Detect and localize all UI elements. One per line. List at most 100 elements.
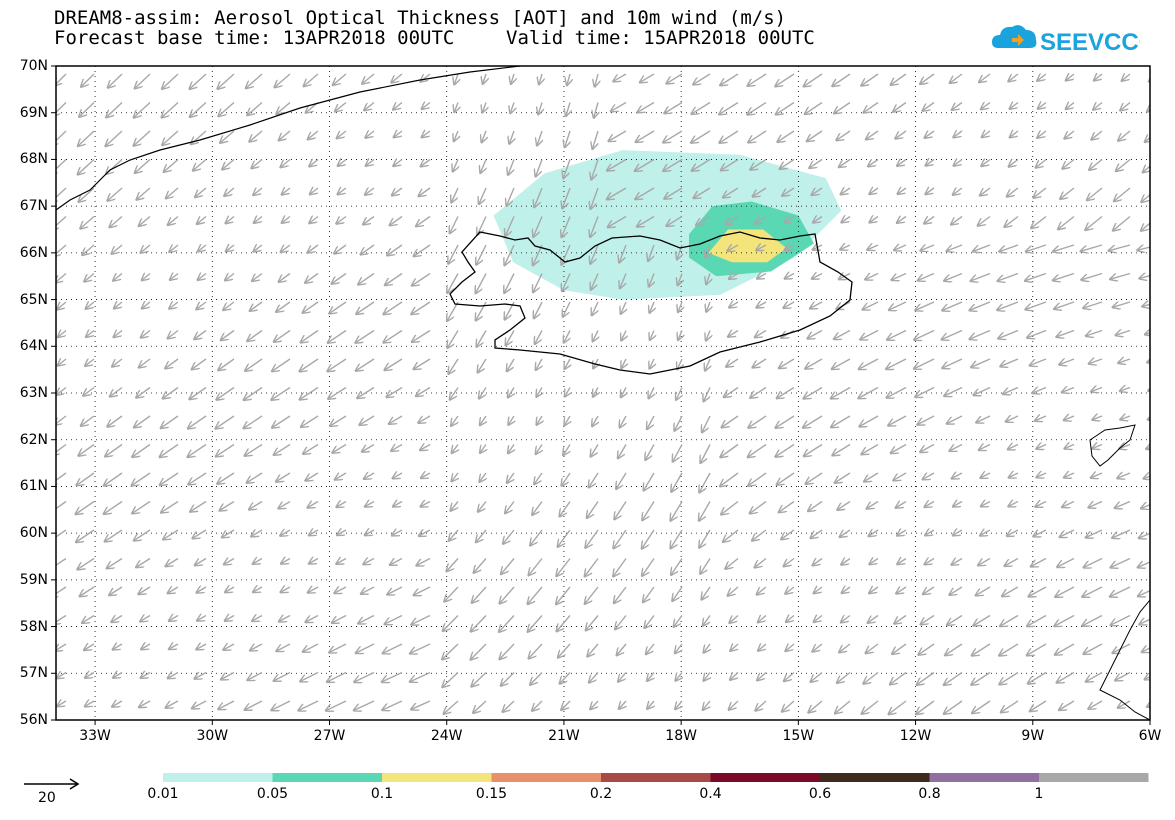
wind-arrow <box>1148 359 1150 362</box>
wind-arrow <box>786 644 795 651</box>
wind-arrow <box>417 557 431 566</box>
wind-arrow <box>250 644 263 650</box>
wind-arrow <box>706 273 710 284</box>
wind-arrow <box>926 188 935 194</box>
wind-arrow <box>591 273 599 290</box>
wind-arrow <box>166 187 179 198</box>
wind-arrow <box>646 643 655 654</box>
wind-arrow <box>831 386 851 399</box>
wind-arrow <box>813 643 823 651</box>
wind-arrow <box>841 245 851 250</box>
wind-arrow <box>81 73 95 87</box>
wind-arrow <box>916 301 935 310</box>
wind-arrow <box>1057 557 1075 567</box>
wind-arrow <box>133 443 151 457</box>
wind-arrow <box>942 329 963 340</box>
wind-arrow <box>529 643 543 658</box>
wind-arrow <box>253 188 263 195</box>
wind-arrow <box>558 529 571 547</box>
wind-arrow <box>57 301 67 309</box>
wind-arrow <box>1053 272 1075 281</box>
wind-arrow <box>591 444 599 457</box>
wind-arrow <box>891 73 907 85</box>
wind-arrow <box>803 415 823 428</box>
wind-arrow <box>562 700 571 710</box>
wind-arrow <box>870 188 879 194</box>
wind-arrow <box>1089 700 1103 709</box>
wind-arrow <box>591 187 599 209</box>
wind-arrow <box>947 415 963 424</box>
wind-arrow <box>645 615 655 628</box>
wind-arrow <box>279 272 291 282</box>
wind-arrow <box>1062 388 1075 393</box>
wind-arrow <box>753 187 767 196</box>
wind-arrow <box>254 217 263 223</box>
wind-arrow <box>282 217 291 223</box>
wind-arrow <box>892 272 907 280</box>
wind-arrow <box>1093 416 1103 420</box>
wind-arrow <box>677 358 682 369</box>
wind-arrow <box>786 616 795 622</box>
cloud-logo-icon: SEEVCCC <box>992 25 1156 56</box>
wind-arrow <box>139 358 151 367</box>
wind-arrow <box>945 643 963 655</box>
wind-arrow <box>591 700 599 709</box>
wind-arrow <box>78 158 95 175</box>
wind-arrow <box>1025 272 1047 281</box>
wind-arrow <box>699 529 711 547</box>
wind-arrow <box>918 415 935 425</box>
wind-arrow <box>508 387 514 398</box>
wind-arrow <box>450 216 459 234</box>
wind-arrow <box>281 530 291 536</box>
wind-arrow <box>945 730 962 742</box>
wind-arrow <box>161 415 179 428</box>
seevccc-logo: SEEVCCC <box>990 18 1156 62</box>
wind-arrow <box>925 530 935 535</box>
wind-arrow <box>618 672 627 682</box>
lat-label: 70N <box>19 58 48 74</box>
wind-arrow <box>1147 103 1150 112</box>
wind-arrow <box>142 302 151 308</box>
wind-arrow <box>1007 530 1019 536</box>
wind-arrow <box>79 187 95 202</box>
wind-arrow <box>694 73 711 84</box>
wind-arrow <box>337 559 347 564</box>
wind-arrow <box>1006 416 1019 422</box>
wind-arrow <box>244 415 263 428</box>
wind-arrow <box>557 615 571 632</box>
wind-arrow <box>306 614 319 623</box>
wind-arrow <box>310 217 319 224</box>
wind-arrow <box>892 643 907 654</box>
wind-arrow <box>842 587 851 593</box>
wind-arrow <box>246 73 263 88</box>
wind-arrow <box>160 472 179 485</box>
wind-arrow <box>137 386 151 398</box>
wind-arrow <box>197 301 207 309</box>
wind-arrow <box>954 160 963 166</box>
wind-arrow <box>638 101 655 113</box>
wind-arrow <box>357 301 375 314</box>
wind-arrow <box>328 329 347 343</box>
wind-arrow <box>382 671 403 682</box>
wind-arrow <box>1118 130 1131 141</box>
wind-arrow <box>57 673 67 679</box>
wind-arrow <box>897 160 907 166</box>
wind-arrow <box>507 472 514 483</box>
wind-arrow <box>198 274 207 280</box>
wind-arrow <box>1113 302 1131 307</box>
wind-arrow <box>974 730 990 741</box>
wind-arrow <box>556 586 571 604</box>
colorbar-segment <box>820 773 930 782</box>
wind-arrow <box>1034 529 1047 536</box>
wind-arrow <box>189 472 207 484</box>
wind-arrow <box>476 273 487 293</box>
wind-arrow <box>615 501 627 520</box>
wind-arrow <box>422 131 431 137</box>
wind-arrow <box>141 244 151 253</box>
wind-arrow <box>642 529 655 548</box>
wind-arrow <box>1029 586 1047 596</box>
wind-arrow <box>113 673 123 678</box>
wind-arrow <box>667 215 683 226</box>
wind-arrow <box>1120 730 1130 736</box>
lat-label: 59N <box>19 571 48 588</box>
